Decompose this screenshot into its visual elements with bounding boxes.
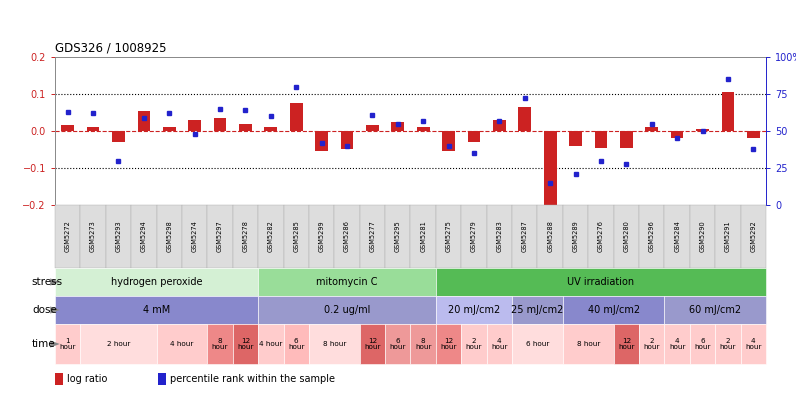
Text: GSM5272: GSM5272	[64, 221, 71, 252]
Text: 8 hour: 8 hour	[576, 341, 600, 347]
Bar	[518, 107, 531, 131]
Bar	[264, 127, 277, 131]
Text: GSM5278: GSM5278	[243, 221, 248, 252]
Text: 0.2 ug/ml: 0.2 ug/ml	[324, 305, 370, 315]
Bar	[417, 127, 430, 131]
Text: 4
hour: 4 hour	[491, 338, 508, 350]
Bar	[213, 118, 226, 131]
Bar	[721, 92, 734, 131]
Text: 25 mJ/cm2: 25 mJ/cm2	[511, 305, 564, 315]
Text: GSM5285: GSM5285	[293, 221, 299, 252]
Bar	[595, 131, 607, 148]
Text: GSM5288: GSM5288	[547, 221, 553, 252]
Bar	[366, 126, 379, 131]
Text: GSM5294: GSM5294	[141, 221, 147, 252]
Text: 60 mJ/cm2: 60 mJ/cm2	[689, 305, 741, 315]
Text: 2
hour: 2 hour	[643, 338, 660, 350]
Text: 6
hour: 6 hour	[694, 338, 711, 350]
Bar	[112, 131, 125, 142]
Text: 12
hour: 12 hour	[364, 338, 380, 350]
Bar	[620, 131, 633, 148]
Bar	[747, 131, 759, 138]
Text: GSM5299: GSM5299	[318, 221, 325, 252]
Text: GSM5276: GSM5276	[598, 221, 604, 252]
Text: 6
hour: 6 hour	[389, 338, 406, 350]
Text: 8 hour: 8 hour	[322, 341, 346, 347]
Text: GSM5295: GSM5295	[395, 221, 401, 252]
Bar	[467, 131, 480, 142]
Text: 4
hour: 4 hour	[745, 338, 762, 350]
Text: GSM5292: GSM5292	[751, 221, 756, 252]
Text: GSM5277: GSM5277	[369, 221, 376, 252]
Text: 2
hour: 2 hour	[466, 338, 482, 350]
Text: GSM5280: GSM5280	[623, 221, 630, 252]
Text: GSM5291: GSM5291	[725, 221, 731, 252]
Text: GSM5283: GSM5283	[497, 221, 502, 252]
Bar	[341, 131, 353, 150]
Text: hydrogen peroxide: hydrogen peroxide	[111, 277, 202, 287]
Text: GSM5279: GSM5279	[471, 221, 477, 252]
Text: UV irradiation: UV irradiation	[568, 277, 634, 287]
Bar	[315, 131, 328, 151]
Text: 8
hour: 8 hour	[212, 338, 228, 350]
Text: 2 hour: 2 hour	[107, 341, 131, 347]
Text: 12
hour: 12 hour	[618, 338, 634, 350]
Bar	[696, 129, 709, 131]
Bar	[163, 127, 176, 131]
Text: GSM5274: GSM5274	[192, 221, 197, 252]
Text: mitomycin C: mitomycin C	[316, 277, 378, 287]
Text: GSM5287: GSM5287	[521, 221, 528, 252]
Bar	[138, 110, 150, 131]
Text: GSM5281: GSM5281	[420, 221, 426, 252]
Bar	[61, 126, 74, 131]
Text: 4 hour: 4 hour	[170, 341, 193, 347]
Bar	[671, 131, 684, 138]
Text: 4
hour: 4 hour	[669, 338, 685, 350]
Text: GSM5289: GSM5289	[572, 221, 579, 252]
Bar	[646, 127, 658, 131]
Text: GSM5282: GSM5282	[267, 221, 274, 252]
Bar	[443, 131, 455, 151]
Text: GSM5290: GSM5290	[700, 221, 705, 252]
Text: GSM5296: GSM5296	[649, 221, 655, 252]
Text: 12
hour: 12 hour	[237, 338, 254, 350]
Text: 1
hour: 1 hour	[60, 338, 76, 350]
Text: 2
hour: 2 hour	[720, 338, 736, 350]
Text: GDS326 / 1008925: GDS326 / 1008925	[55, 42, 166, 55]
Text: log ratio: log ratio	[67, 374, 107, 384]
Text: 4 hour: 4 hour	[259, 341, 283, 347]
Bar	[290, 103, 302, 131]
Text: percentile rank within the sample: percentile rank within the sample	[170, 374, 335, 384]
Text: GSM5273: GSM5273	[90, 221, 96, 252]
Bar	[392, 122, 404, 131]
Text: dose: dose	[32, 305, 57, 315]
Text: GSM5297: GSM5297	[217, 221, 223, 252]
Bar	[189, 120, 201, 131]
Text: stress: stress	[32, 277, 63, 287]
Bar	[493, 120, 505, 131]
Text: 12
hour: 12 hour	[440, 338, 457, 350]
Bar	[569, 131, 582, 146]
Text: GSM5275: GSM5275	[446, 221, 451, 252]
Text: 4 mM: 4 mM	[143, 305, 170, 315]
Text: GSM5293: GSM5293	[115, 221, 122, 252]
Text: GSM5286: GSM5286	[344, 221, 350, 252]
Text: 6 hour: 6 hour	[526, 341, 549, 347]
Text: 20 mJ/cm2: 20 mJ/cm2	[448, 305, 500, 315]
Text: time: time	[32, 339, 56, 349]
Text: GSM5298: GSM5298	[166, 221, 172, 252]
Text: 8
hour: 8 hour	[415, 338, 431, 350]
Text: GSM5284: GSM5284	[674, 221, 680, 252]
Bar	[239, 124, 252, 131]
Bar	[87, 127, 100, 131]
Text: 40 mJ/cm2: 40 mJ/cm2	[587, 305, 640, 315]
Bar	[544, 131, 556, 205]
Text: 6
hour: 6 hour	[288, 338, 305, 350]
